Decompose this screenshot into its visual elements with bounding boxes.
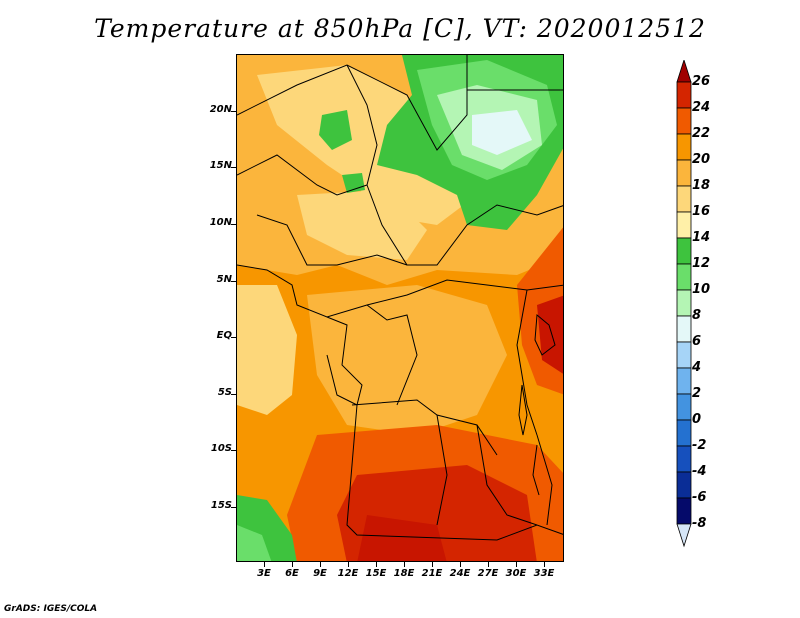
- lat-tick: [231, 450, 236, 451]
- lat-tick: [231, 337, 236, 338]
- colorbar-segment: [676, 419, 692, 447]
- lon-tick: [348, 562, 349, 567]
- colorbar-level-label: 8: [692, 308, 702, 323]
- lon-tick: [376, 562, 377, 567]
- lon-label: 21E: [421, 568, 443, 579]
- colorbar-level-label: -4: [692, 464, 707, 479]
- lat-label: 5S: [217, 387, 232, 398]
- lon-tick: [516, 562, 517, 567]
- colorbar-level-label: 12: [692, 256, 711, 271]
- lon-tick: [264, 562, 265, 567]
- colorbar-segment: [676, 393, 692, 421]
- colorbar-level-label: 26: [692, 74, 711, 89]
- lat-tick: [231, 507, 236, 508]
- lon-label: 27E: [477, 568, 499, 579]
- colorbar-level-label: 4: [692, 360, 702, 375]
- lat-tick: [231, 224, 236, 225]
- colorbar-segment: [676, 107, 692, 135]
- basin-light-orange: [307, 285, 507, 435]
- lat-label: 15S: [210, 500, 232, 511]
- colorbar-level-label: -2: [692, 438, 707, 453]
- colorbar-segment: [676, 445, 692, 473]
- lon-tick: [292, 562, 293, 567]
- colorbar-level-label: 0: [692, 412, 702, 427]
- colorbar-segment: [676, 185, 692, 213]
- colorbar-segment: [676, 471, 692, 499]
- lat-label: 20N: [209, 104, 232, 115]
- ne-cyan: [472, 110, 532, 155]
- lon-label: 18E: [393, 568, 415, 579]
- lon-label: 30E: [505, 568, 527, 579]
- colorbar-level-label: 14: [692, 230, 711, 245]
- lon-tick: [404, 562, 405, 567]
- colorbar-level-label: 22: [692, 126, 711, 141]
- lat-label: 10S: [210, 443, 232, 454]
- colorbar-segment: [676, 367, 692, 395]
- colorbar-level-label: 20: [692, 152, 711, 167]
- lon-tick: [544, 562, 545, 567]
- lat-label: EQ: [216, 330, 232, 341]
- colorbar-segment: [676, 289, 692, 317]
- colorbar-min-arrow: [676, 523, 692, 548]
- lat-tick: [231, 167, 236, 168]
- south-deep-red: [357, 515, 447, 561]
- colorbar-level-label: 10: [692, 282, 711, 297]
- lon-tick: [488, 562, 489, 567]
- lon-label: 15E: [365, 568, 387, 579]
- colorbar-max-arrow: [676, 60, 692, 83]
- lon-label: 9E: [313, 568, 327, 579]
- colorbar-segment: [676, 211, 692, 239]
- lon-label: 6E: [285, 568, 299, 579]
- temperature-map: [236, 54, 564, 562]
- colorbar-level-label: 24: [692, 100, 711, 115]
- credit-text: GrADS: IGES/COLA: [4, 604, 98, 614]
- lat-tick: [231, 281, 236, 282]
- colorbar-level-label: 16: [692, 204, 711, 219]
- colorbar-level-label: 2: [692, 386, 702, 401]
- lat-label: 15N: [209, 160, 232, 171]
- north-green-patch: [319, 110, 352, 150]
- sw-light-green: [237, 525, 272, 561]
- lon-tick: [432, 562, 433, 567]
- lat-label: 5N: [216, 274, 232, 285]
- colorbar-segment: [676, 159, 692, 187]
- colorbar-segment: [676, 497, 692, 525]
- colorbar-segment: [676, 315, 692, 343]
- lon-tick: [460, 562, 461, 567]
- lon-tick: [320, 562, 321, 567]
- lon-label: 3E: [257, 568, 271, 579]
- colorbar-segment: [676, 133, 692, 161]
- lat-tick: [231, 394, 236, 395]
- temperature-field: [237, 55, 563, 561]
- west-coast-yellow: [237, 285, 297, 415]
- lake-outlines: [518, 313, 556, 496]
- lat-tick: [231, 111, 236, 112]
- lon-label: 24E: [449, 568, 471, 579]
- colorbar-level-label: -8: [692, 516, 707, 531]
- lon-label: 12E: [337, 568, 359, 579]
- lon-label: 33E: [533, 568, 555, 579]
- colorbar-segment: [676, 341, 692, 369]
- lat-label: 10N: [209, 217, 232, 228]
- colorbar-segment: [676, 237, 692, 265]
- colorbar-level-label: -6: [692, 490, 707, 505]
- map-title: Temperature at 850hPa [C], VT: 202001251…: [94, 14, 706, 43]
- colorbar-level-label: 6: [692, 334, 702, 349]
- colorbar: [676, 60, 692, 548]
- country-borders: [237, 55, 563, 541]
- sahel-yellow: [257, 65, 477, 225]
- colorbar-segment: [676, 81, 692, 109]
- colorbar-segment: [676, 263, 692, 291]
- central-yellow: [297, 190, 427, 260]
- colorbar-level-label: 18: [692, 178, 711, 193]
